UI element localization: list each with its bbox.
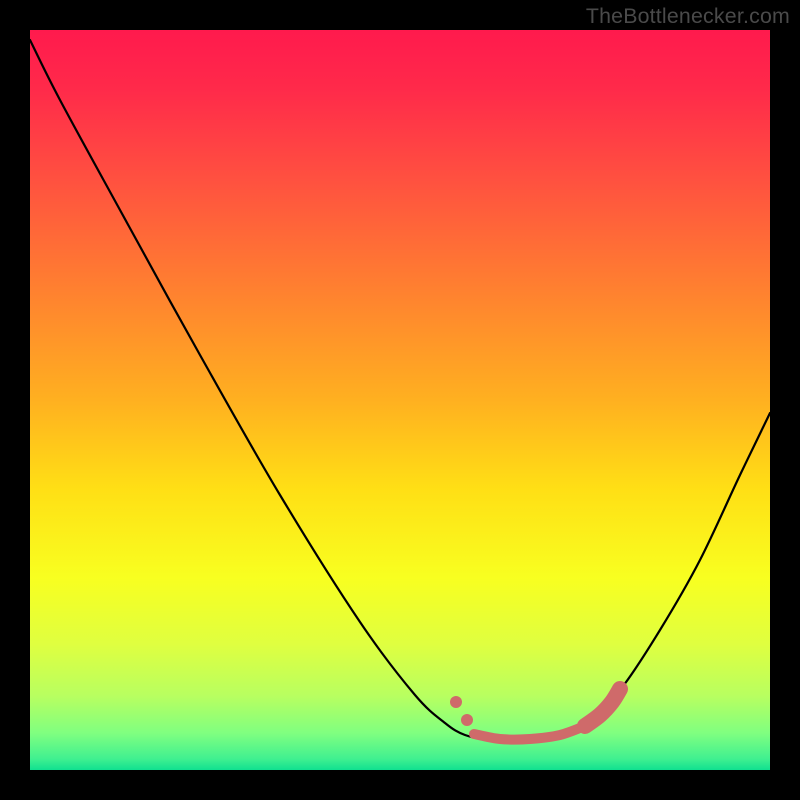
trough-dot — [450, 696, 462, 708]
bottleneck-chart — [0, 0, 800, 800]
watermark-text: TheBottlenecker.com — [586, 4, 790, 29]
chart-stage: TheBottlenecker.com — [0, 0, 800, 800]
chart-gradient-bg — [30, 30, 770, 770]
trough-dot — [461, 714, 473, 726]
